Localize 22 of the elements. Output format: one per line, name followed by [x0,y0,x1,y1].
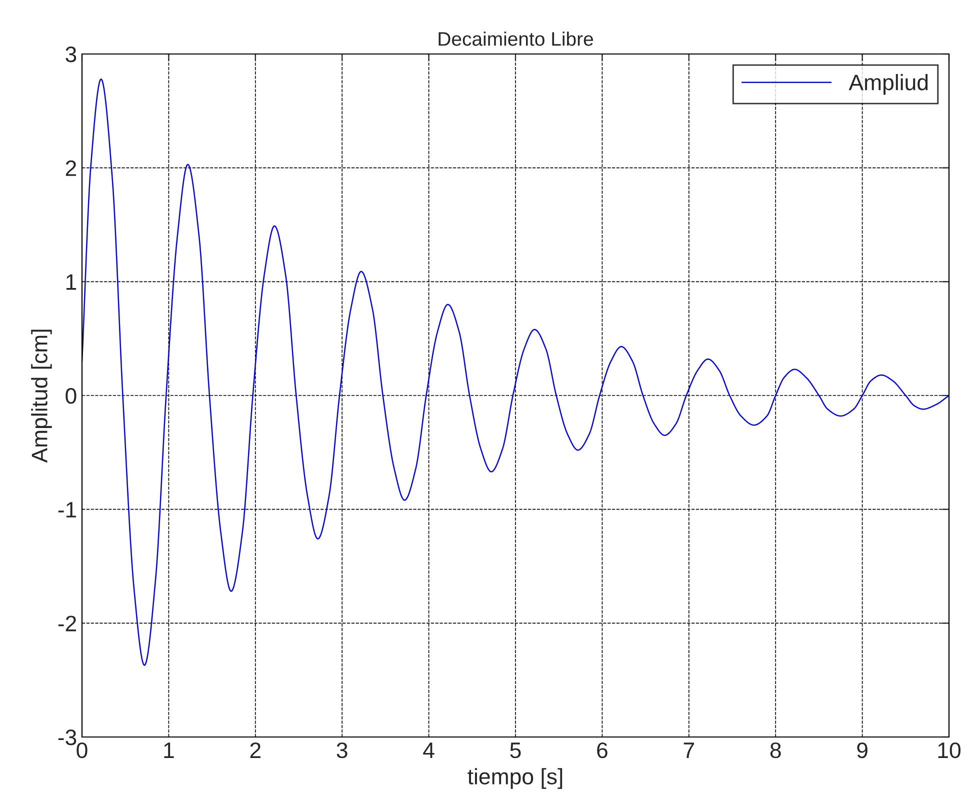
x-tick-label: 6 [597,742,608,758]
chart-title: Decaimiento Libre [438,32,593,46]
x-tick-label: 9 [857,742,868,758]
x-tick-label: 10 [938,742,960,758]
y-tick-label: -1 [58,502,76,518]
x-tick-label: 7 [684,742,694,758]
legend-label: Ampliud [848,74,928,95]
y-tick-label: -3 [58,730,76,746]
y-tick-label: -2 [58,616,76,632]
x-tick-label: 3 [336,742,348,758]
y-tick-label: 2 [66,160,76,176]
x-tick-label: 8 [770,742,781,758]
x-tick-label: 1 [164,742,174,758]
y-tick-label: 1 [66,274,76,290]
x-tick-label: 5 [510,742,521,758]
x-tick-label: 2 [250,742,260,758]
x-tick-label: 0 [76,742,88,758]
x-tick-label: 4 [423,742,434,758]
y-tick-label: 0 [66,388,76,404]
x-axis-title: tiempo [s] [468,768,562,789]
y-tick-label: 3 [66,46,76,62]
y-axis-title: Amplitud [cm] [31,330,52,463]
